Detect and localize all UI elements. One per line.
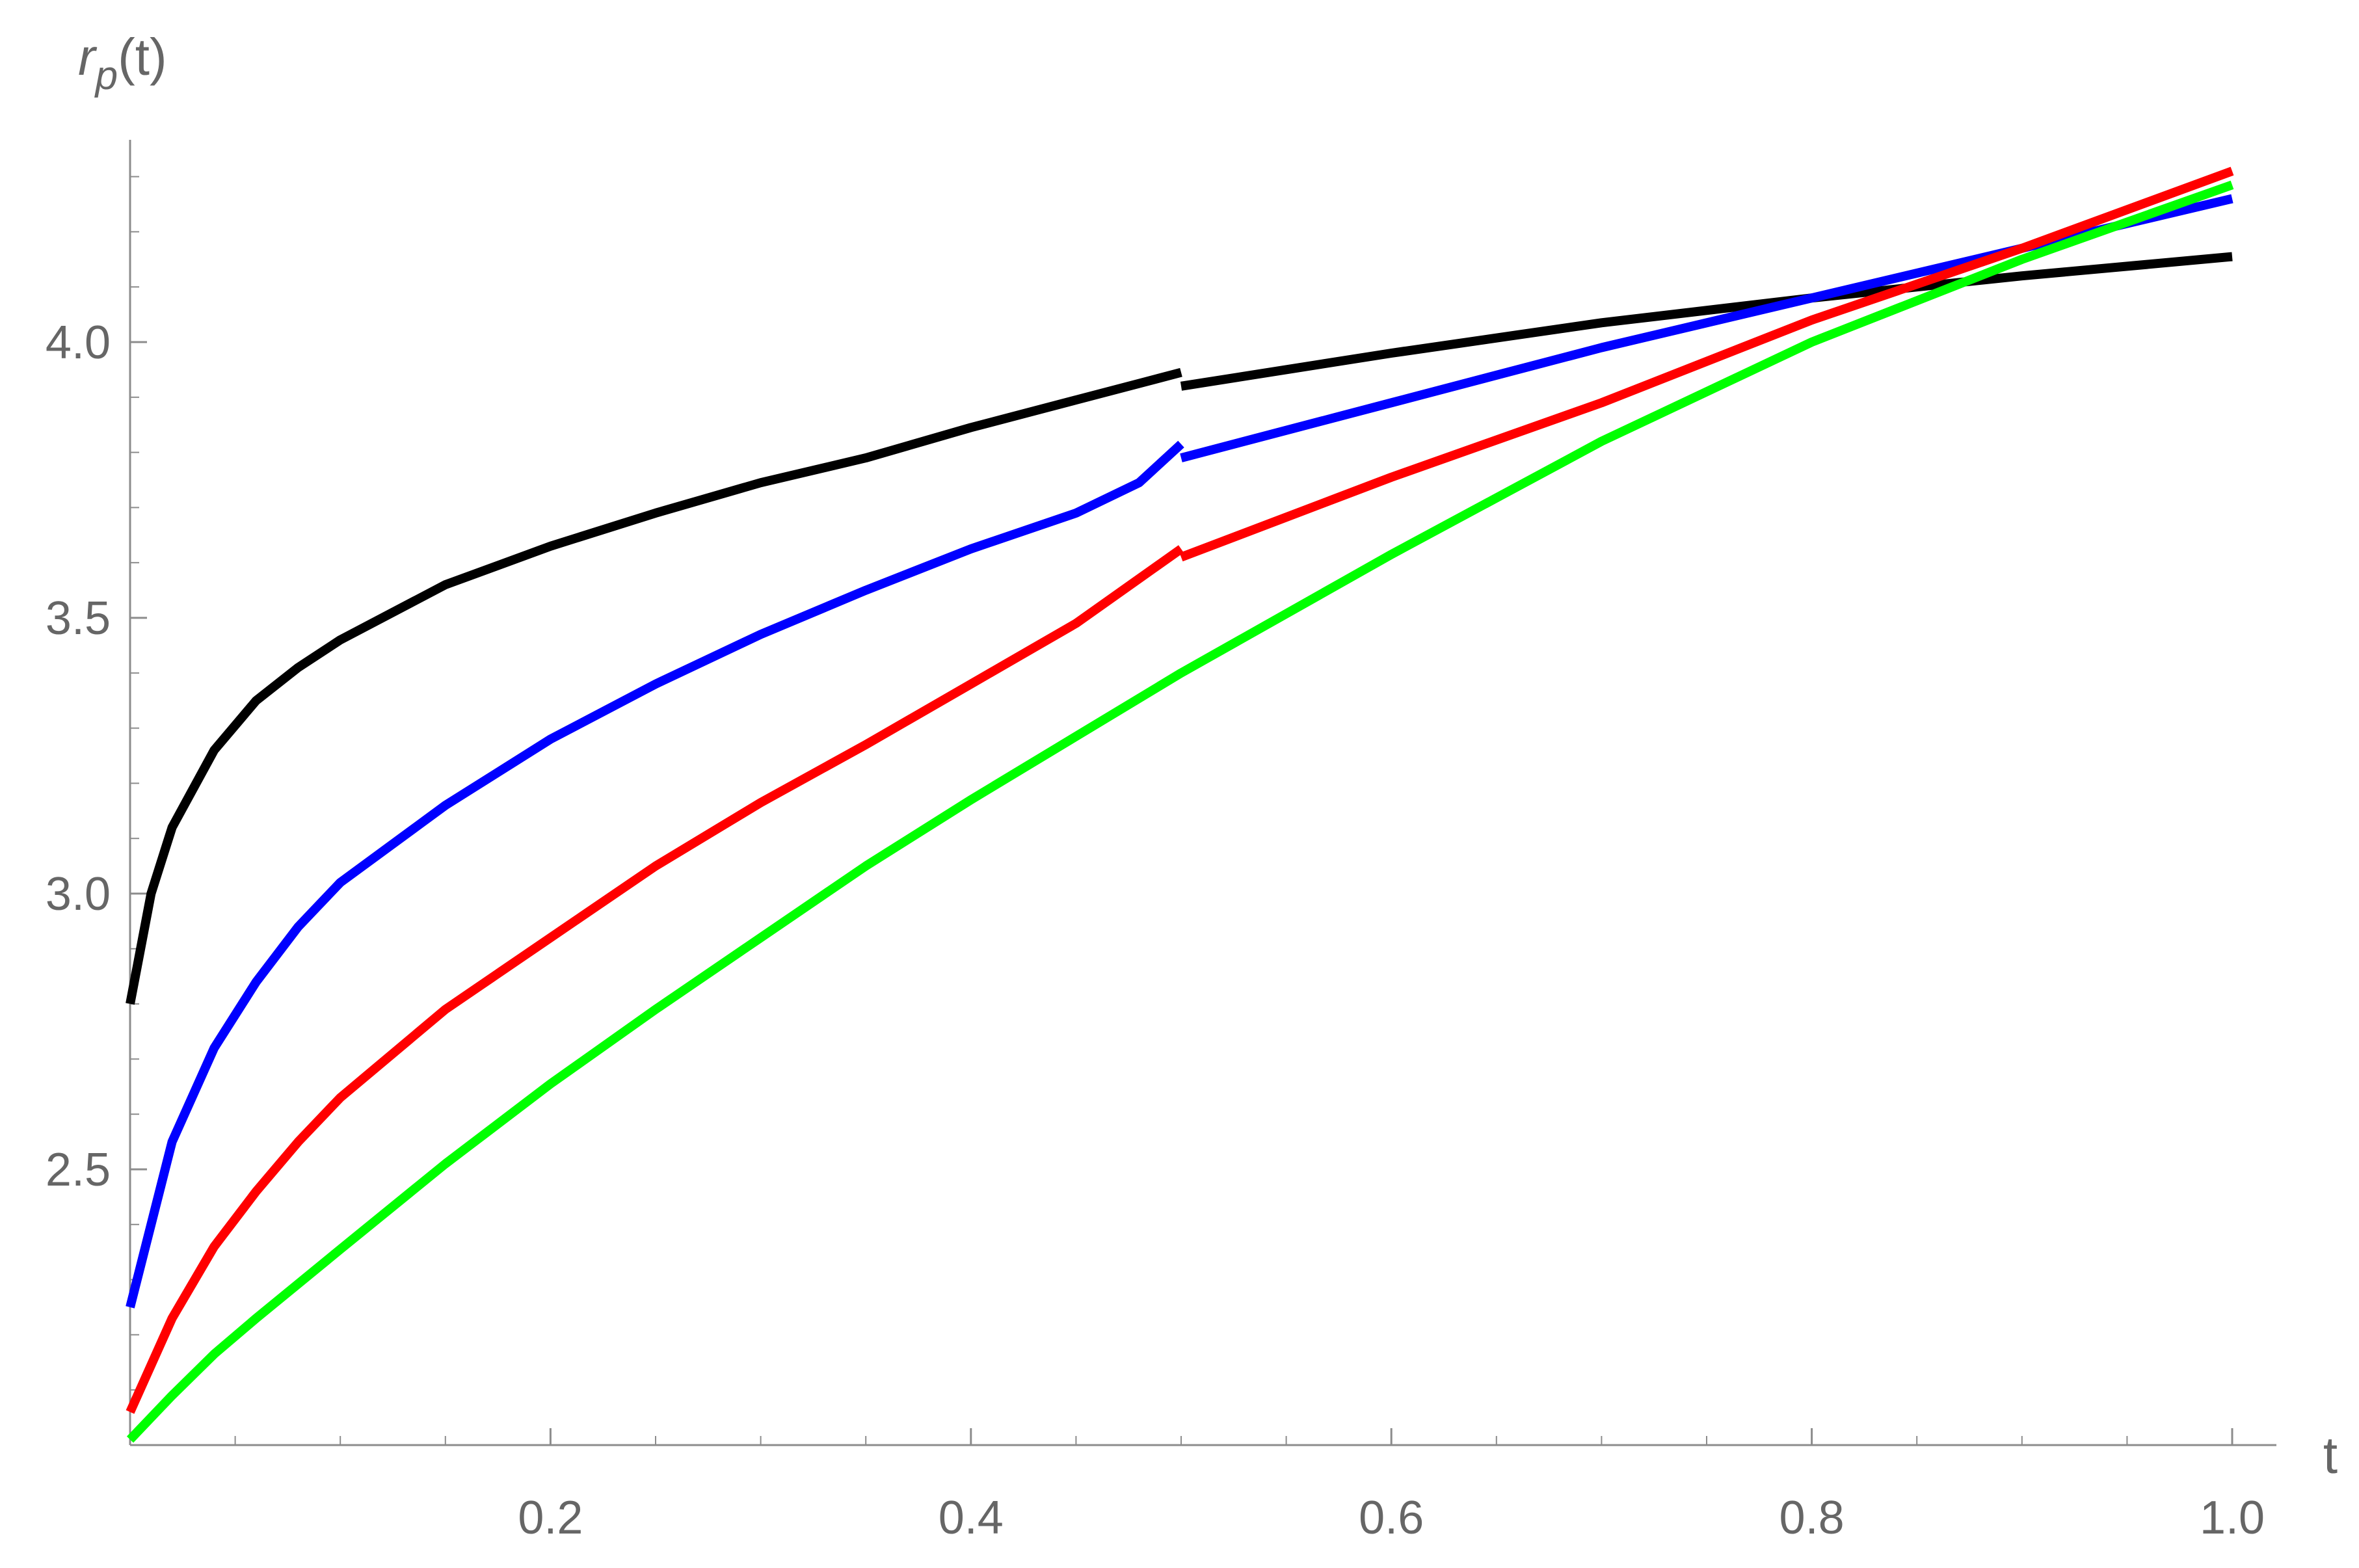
y-axis-title: rp(t) xyxy=(78,28,167,98)
y-tick-label: 3.5 xyxy=(46,592,111,644)
series-3-segment-1 xyxy=(126,545,1184,1414)
series-layer xyxy=(126,166,2234,1443)
y-axis-title-rest: (t) xyxy=(118,28,167,86)
y-axis-title-sub: p xyxy=(94,53,118,98)
x-axis-title: t xyxy=(2323,1426,2338,1484)
series-1-segment-2 xyxy=(1180,252,2233,391)
series-2-segment-1 xyxy=(126,440,1184,1309)
x-tick-label: 0.4 xyxy=(939,1492,1004,1544)
y-tick-label: 4.0 xyxy=(46,317,111,369)
series-3-segment-2 xyxy=(1179,166,2234,562)
y-axis-title-main: r xyxy=(78,28,98,86)
x-tick-label: 1.0 xyxy=(2200,1492,2265,1544)
axes xyxy=(129,140,2276,1446)
ticks: 0.2 0.4 0.6 0.8 1.0 2.5 3.0 3.5 4.0 xyxy=(46,176,2265,1544)
series-4-segment-1 xyxy=(126,180,2234,1443)
x-tick-label: 0.2 xyxy=(518,1492,583,1544)
x-tick-label: 0.6 xyxy=(1359,1492,1424,1544)
y-tick-label: 2.5 xyxy=(46,1144,111,1196)
y-tick-label: 3.0 xyxy=(46,868,111,920)
x-tick-label: 0.8 xyxy=(1779,1492,1845,1544)
series-1-segment-1 xyxy=(126,367,1182,1005)
